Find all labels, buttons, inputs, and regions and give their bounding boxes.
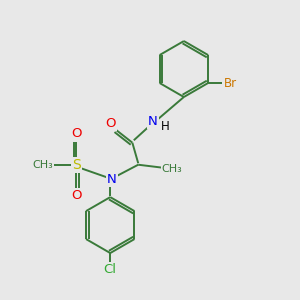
Text: O: O	[71, 189, 82, 202]
Text: CH₃: CH₃	[32, 160, 53, 170]
Text: O: O	[71, 127, 82, 140]
Text: N: N	[148, 115, 158, 128]
Text: N: N	[107, 173, 117, 186]
Text: Br: Br	[224, 76, 237, 89]
Text: S: S	[72, 158, 81, 172]
Text: Cl: Cl	[104, 263, 117, 276]
Text: H: H	[161, 120, 170, 133]
Text: O: O	[106, 117, 116, 130]
Text: CH₃: CH₃	[162, 164, 182, 174]
